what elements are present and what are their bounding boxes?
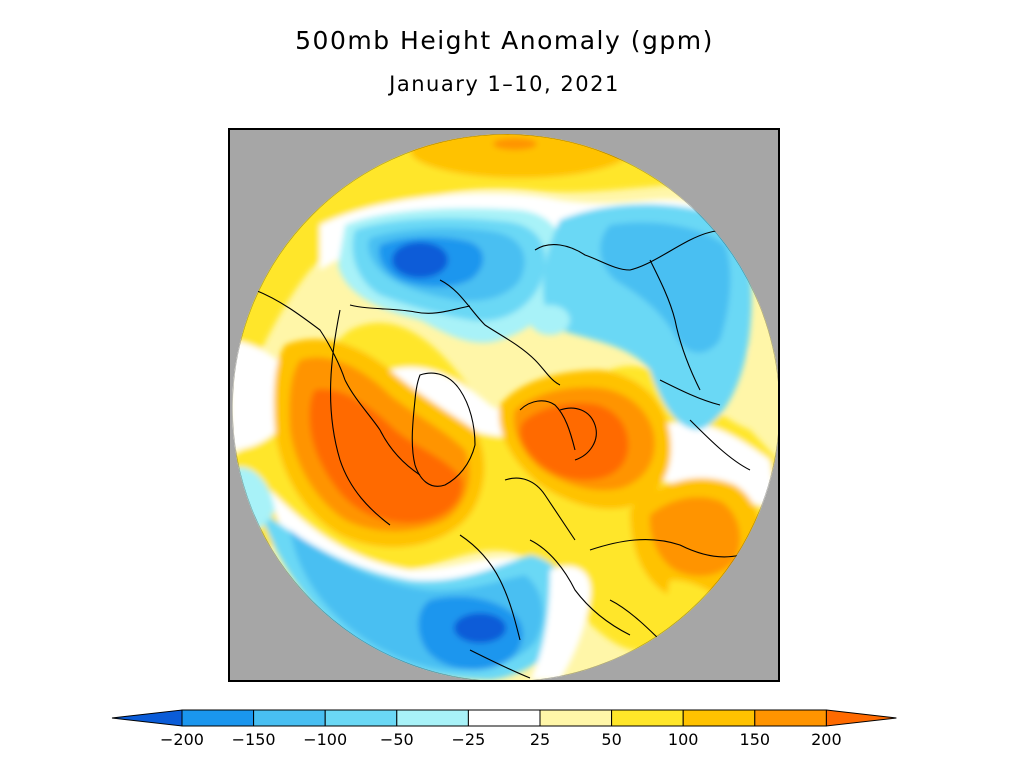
colorbar-tick-label: −200 — [160, 730, 204, 749]
colorbar-tick-label: −25 — [452, 730, 486, 749]
colorbar-tick-label: 50 — [601, 730, 621, 749]
colorbar-left-arrow — [111, 709, 183, 727]
colorbar-right-arrow — [825, 709, 897, 727]
colorbar-tick-label: 25 — [530, 730, 550, 749]
colorbar-tick-label: 150 — [740, 730, 771, 749]
colorbar-box — [539, 709, 613, 727]
colorbar-tick-label: −100 — [303, 730, 347, 749]
colorbar-tick-label: 100 — [668, 730, 699, 749]
colorbar-box — [396, 709, 469, 727]
colorbar-box — [324, 709, 398, 727]
colorbar-tick-label: −150 — [232, 730, 276, 749]
colorbar-box — [754, 709, 827, 727]
polar-map-panel — [228, 128, 780, 682]
map-subtitle: January 1–10, 2021 — [389, 72, 620, 96]
colorbar-tick-label: 200 — [811, 730, 842, 749]
map-title: 500mb Height Anomaly (gpm) — [295, 26, 714, 55]
colorbar: −200 −150 −100 −50 −25 25 50 100 150 200 — [111, 709, 897, 749]
anomaly-map — [232, 134, 778, 680]
coastlines — [254, 229, 751, 679]
colorbar-box — [467, 709, 541, 727]
colorbar-box — [181, 709, 255, 727]
colorbar-box — [253, 709, 326, 727]
anomaly-field — [232, 134, 778, 680]
colorbar-box — [682, 709, 756, 727]
colorbar-box — [611, 709, 684, 727]
colorbar-tick-label: −50 — [380, 730, 414, 749]
